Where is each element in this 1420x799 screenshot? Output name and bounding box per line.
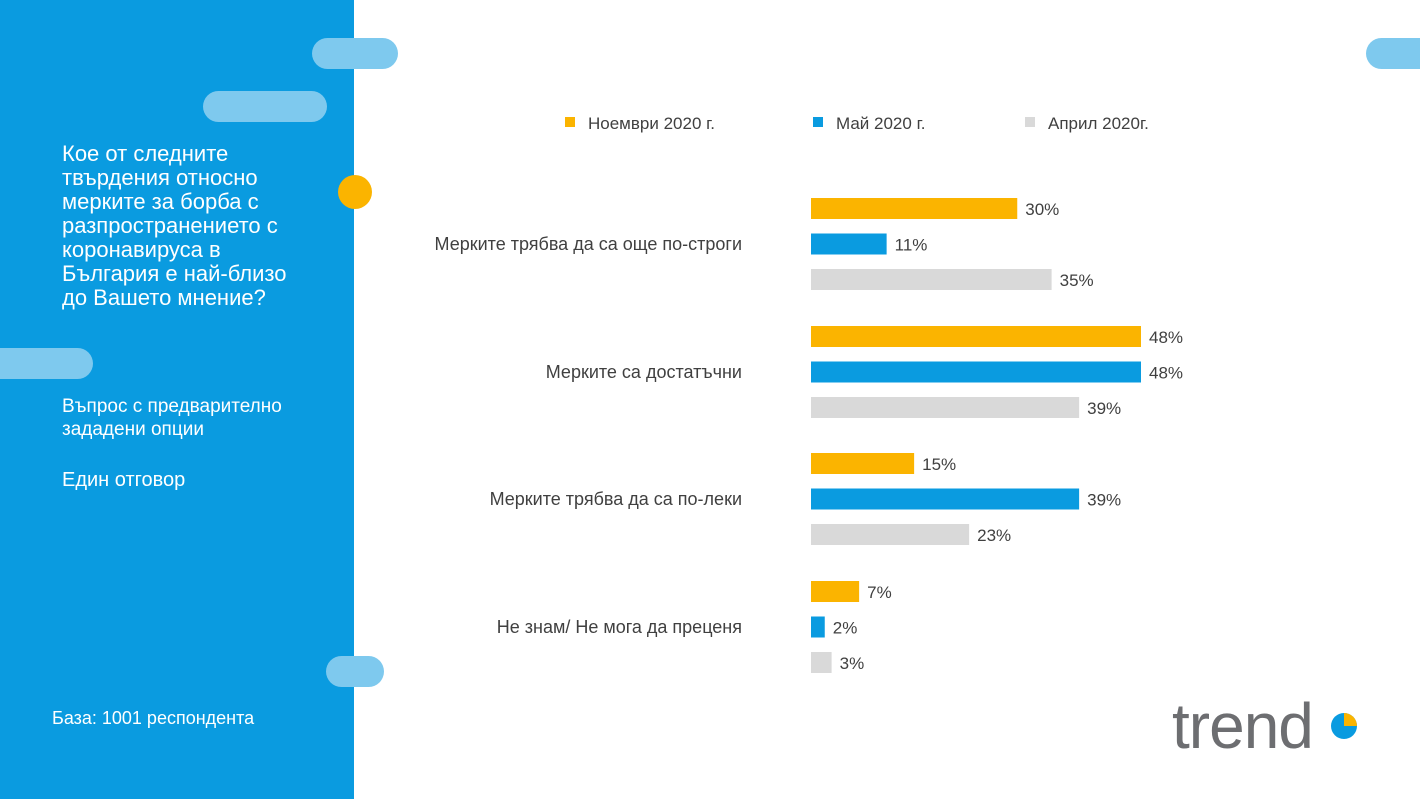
bar xyxy=(811,326,1141,347)
data-label: 30% xyxy=(1025,200,1059,219)
decorative-pill xyxy=(203,91,327,122)
trend-logo: trend xyxy=(1172,690,1357,760)
bar xyxy=(811,616,825,638)
data-label: 39% xyxy=(1087,491,1121,510)
bar xyxy=(811,524,970,545)
legend-swatch xyxy=(1025,117,1035,127)
decorative-pill xyxy=(0,348,93,379)
data-label: 48% xyxy=(1149,328,1183,347)
legend-swatch xyxy=(813,117,823,127)
decorative-pill xyxy=(312,38,398,69)
survey-question: Кое от следните твърдения относно меркит… xyxy=(62,141,287,310)
bar xyxy=(811,198,1018,219)
bar xyxy=(811,453,915,474)
bar xyxy=(811,233,887,255)
decorative-pill xyxy=(1366,38,1420,69)
category-label: Не знам/ Не мога да преценя xyxy=(497,617,742,637)
svg-text:trend: trend xyxy=(1172,690,1313,760)
data-label: 48% xyxy=(1149,364,1183,383)
data-label: 11% xyxy=(895,236,928,255)
data-label: 39% xyxy=(1087,399,1121,418)
category-label: Мерките са достатъчни xyxy=(546,362,742,382)
respondent-base: База: 1001 респондента xyxy=(52,708,255,728)
category-label: Мерките трябва да са по-леки xyxy=(490,489,742,509)
data-label: 23% xyxy=(977,526,1011,545)
question-type: Въпрос с предварително зададени опции xyxy=(62,396,282,440)
decorative-dot xyxy=(338,175,372,209)
data-label: 7% xyxy=(867,583,892,602)
decorative-pill xyxy=(326,656,384,687)
bar xyxy=(811,397,1080,418)
legend-label: Ноември 2020 г. xyxy=(588,114,715,133)
bar xyxy=(811,488,1080,510)
bar xyxy=(811,581,860,602)
data-label: 2% xyxy=(833,619,858,638)
bar xyxy=(811,652,832,673)
data-label: 35% xyxy=(1060,271,1094,290)
chart-bars: Мерките трябва да са още по-строги 30% 11%… xyxy=(435,198,1183,673)
bar xyxy=(811,269,1052,290)
category-label: Мерките трябва да са още по-строги xyxy=(435,234,742,254)
data-label: 3% xyxy=(840,654,865,673)
sidebar-panel xyxy=(0,0,354,799)
legend-label: Май 2020 г. xyxy=(836,114,925,133)
legend-label: Април 2020г. xyxy=(1048,114,1149,133)
bar xyxy=(811,361,1141,383)
data-label: 15% xyxy=(922,455,956,474)
legend-swatch xyxy=(565,117,575,127)
answer-type: Един отговор xyxy=(62,469,186,491)
chart-legend: Ноември 2020 г. Май 2020 г. Април 2020г. xyxy=(565,114,1149,133)
